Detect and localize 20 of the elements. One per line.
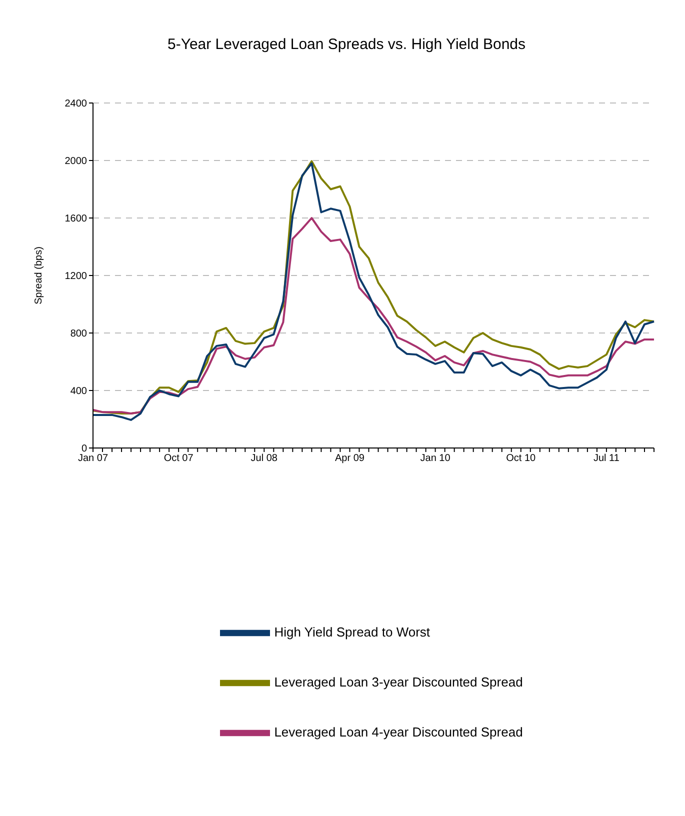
line-series: [92, 217, 655, 414]
y-tick-label: 2000: [64, 156, 88, 168]
y-tick-label: 0: [81, 444, 88, 455]
x-tick-label: Apr 09: [334, 453, 365, 464]
legend-label: Leveraged Loan 4-year Discounted Spread: [274, 724, 523, 740]
x-tick-label: Oct 10: [506, 453, 536, 464]
x-tick-label: Oct 07: [164, 453, 194, 464]
y-tick-label: 800: [70, 328, 88, 340]
y-tick-label: 1600: [64, 214, 88, 225]
y-tick-label: 1200: [64, 271, 88, 282]
legend-label: High Yield Spread to Worst: [274, 624, 430, 640]
chart-title: 5-Year Leveraged Loan Spreads vs. High Yield Bonds: [166, 36, 527, 53]
x-tick-label: Jul 11: [593, 453, 620, 464]
x-tick-label: Jul 08: [250, 453, 278, 464]
x-tick-label: Jan 07: [78, 453, 108, 464]
y-tick-label: 2400: [64, 98, 88, 110]
legend-label: Leveraged Loan 3-year Discounted Spread: [274, 674, 523, 690]
y-axis-title: Spread (bps): [34, 246, 45, 304]
y-tick-label: 400: [70, 386, 88, 398]
x-tick-label: Jan 10: [420, 453, 451, 464]
